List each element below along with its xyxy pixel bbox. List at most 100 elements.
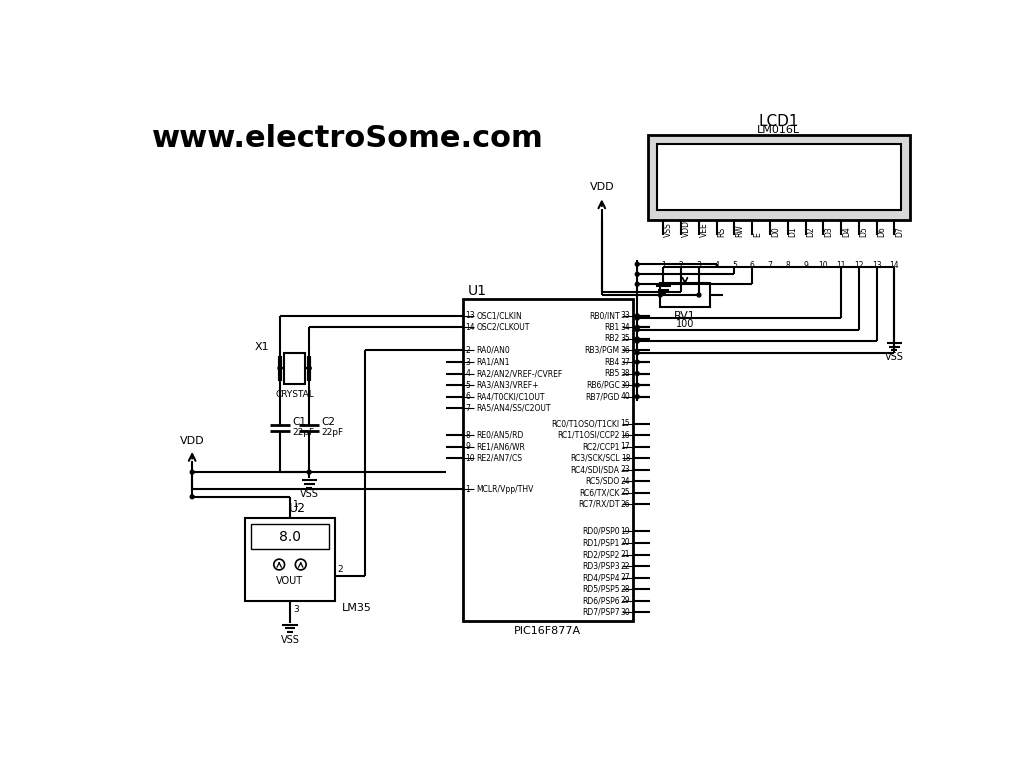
- Text: 34: 34: [621, 323, 631, 332]
- Text: 5: 5: [466, 381, 470, 389]
- Text: 39: 39: [621, 381, 631, 389]
- Text: 8.0: 8.0: [279, 530, 301, 544]
- Bar: [463, 299, 633, 621]
- Text: 22pF: 22pF: [322, 429, 344, 437]
- Bar: [251, 524, 330, 549]
- Text: X1: X1: [255, 342, 269, 352]
- Text: 29: 29: [621, 596, 631, 605]
- Text: D0: D0: [771, 226, 780, 237]
- Text: VDD: VDD: [590, 182, 614, 192]
- Text: RB6/PGC: RB6/PGC: [586, 381, 620, 389]
- Circle shape: [635, 325, 639, 329]
- Text: 18: 18: [621, 454, 631, 463]
- Text: 19: 19: [621, 527, 631, 536]
- Text: 2: 2: [337, 564, 343, 574]
- Text: U2: U2: [289, 502, 306, 515]
- Text: RC6/TX/CK: RC6/TX/CK: [579, 488, 620, 497]
- Circle shape: [635, 337, 639, 341]
- Bar: [660, 284, 710, 307]
- Text: D1: D1: [788, 226, 798, 237]
- Text: 1: 1: [466, 484, 470, 493]
- Text: 3: 3: [696, 261, 701, 271]
- Circle shape: [635, 272, 639, 276]
- Text: 17: 17: [621, 443, 631, 451]
- Text: RB0/INT: RB0/INT: [589, 311, 620, 320]
- Text: 9: 9: [466, 443, 470, 451]
- Circle shape: [697, 293, 700, 297]
- Text: D6: D6: [878, 226, 887, 237]
- Circle shape: [635, 383, 639, 387]
- Text: D2: D2: [806, 226, 815, 237]
- Circle shape: [190, 470, 195, 474]
- Text: RC3/SCK/SCL: RC3/SCK/SCL: [570, 454, 620, 463]
- Circle shape: [635, 395, 639, 399]
- Circle shape: [635, 282, 639, 286]
- Text: 16: 16: [621, 431, 631, 439]
- Text: RS: RS: [718, 227, 726, 237]
- Text: PIC16F877A: PIC16F877A: [514, 626, 582, 636]
- Text: 7: 7: [466, 404, 470, 412]
- Text: RA0/AN0: RA0/AN0: [476, 346, 510, 355]
- Text: RC2/CCP1: RC2/CCP1: [582, 443, 620, 451]
- Text: RA3/AN3/VREF+: RA3/AN3/VREF+: [476, 381, 539, 389]
- Text: VSS: VSS: [300, 489, 318, 499]
- Text: LM016L: LM016L: [758, 125, 801, 135]
- Circle shape: [635, 262, 639, 266]
- Text: 1: 1: [662, 261, 666, 271]
- Text: OSC1/CLKIN: OSC1/CLKIN: [476, 311, 522, 320]
- Text: 22pF: 22pF: [292, 429, 314, 437]
- Bar: [657, 144, 900, 210]
- Bar: [284, 353, 305, 384]
- Text: RB2: RB2: [604, 335, 620, 343]
- Text: 15: 15: [621, 419, 631, 428]
- Text: 5: 5: [732, 261, 737, 271]
- Text: 14: 14: [890, 261, 899, 271]
- Text: RD4/PSP4: RD4/PSP4: [582, 573, 620, 582]
- Text: 14: 14: [466, 323, 475, 332]
- Text: 21: 21: [621, 550, 631, 559]
- Text: VSS: VSS: [885, 352, 904, 362]
- Circle shape: [273, 559, 285, 570]
- Text: 25: 25: [621, 488, 631, 497]
- Text: 9: 9: [803, 261, 808, 271]
- Text: 10: 10: [466, 454, 475, 463]
- Text: RW: RW: [735, 224, 744, 237]
- Circle shape: [635, 314, 639, 318]
- Text: D4: D4: [842, 226, 851, 237]
- Text: 7: 7: [768, 261, 772, 271]
- Text: 22: 22: [621, 561, 631, 571]
- Text: D5: D5: [859, 226, 868, 237]
- Text: RB4: RB4: [604, 358, 620, 366]
- Text: 100: 100: [676, 318, 694, 328]
- Bar: [648, 135, 909, 220]
- Text: RD3/PSP3: RD3/PSP3: [582, 561, 620, 571]
- Text: RC0/T1OSO/T1CKI: RC0/T1OSO/T1CKI: [551, 419, 620, 428]
- Circle shape: [635, 351, 639, 355]
- Text: E: E: [753, 232, 762, 237]
- Text: 38: 38: [621, 369, 631, 378]
- Text: LCD1: LCD1: [759, 113, 799, 129]
- Text: 2: 2: [679, 261, 684, 271]
- Text: 12: 12: [854, 261, 863, 271]
- Text: 6: 6: [466, 392, 470, 401]
- Text: RC1/T1OSI/CCP2: RC1/T1OSI/CCP2: [557, 431, 620, 439]
- Text: 6: 6: [750, 261, 755, 271]
- Text: RA1/AN1: RA1/AN1: [476, 358, 510, 366]
- Text: CRYSTAL: CRYSTAL: [275, 390, 314, 399]
- Text: VDD: VDD: [180, 436, 205, 446]
- Text: 35: 35: [621, 335, 631, 343]
- Text: RD6/PSP6: RD6/PSP6: [582, 596, 620, 605]
- Circle shape: [295, 559, 306, 570]
- Text: 13: 13: [466, 311, 475, 320]
- Text: D3: D3: [824, 226, 834, 237]
- Text: LM35: LM35: [342, 603, 372, 613]
- Text: 4: 4: [466, 369, 470, 378]
- Circle shape: [635, 360, 639, 364]
- Text: 3: 3: [466, 358, 470, 366]
- Text: 2: 2: [466, 346, 470, 355]
- Text: RB7/PGD: RB7/PGD: [585, 392, 620, 401]
- Text: 13: 13: [871, 261, 882, 271]
- Text: 8: 8: [466, 431, 470, 439]
- Text: U1: U1: [468, 284, 486, 298]
- Text: 10: 10: [818, 261, 828, 271]
